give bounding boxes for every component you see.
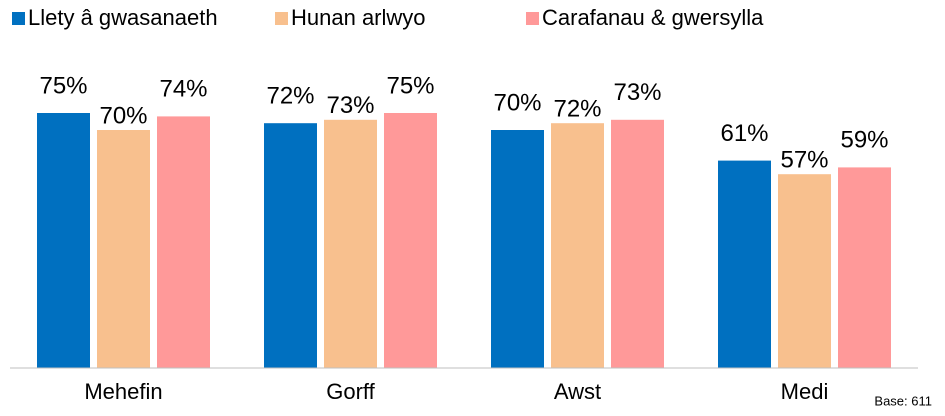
value-label: 61% xyxy=(720,120,768,147)
value-label: 75% xyxy=(39,72,87,99)
bar xyxy=(838,167,891,368)
base-note: Base: 611 xyxy=(874,393,932,408)
legend-label: Hunan arlwyo xyxy=(291,5,426,30)
value-label: 72% xyxy=(266,83,314,110)
value-label: 73% xyxy=(326,92,374,119)
value-label: 72% xyxy=(553,96,601,123)
legend-label: Llety â gwasanaeth xyxy=(28,5,218,30)
x-tick-label: Mehefin xyxy=(84,379,162,404)
bar xyxy=(491,130,544,368)
bar xyxy=(97,130,150,368)
bar xyxy=(264,123,317,368)
value-label: 73% xyxy=(613,79,661,106)
bar xyxy=(157,116,210,369)
value-label: 59% xyxy=(840,127,888,154)
value-label: 57% xyxy=(780,147,828,174)
x-tick-label: Medi xyxy=(781,379,829,404)
value-label: 70% xyxy=(99,102,147,129)
x-tick-label: Gorff xyxy=(326,379,375,404)
value-label: 70% xyxy=(493,89,541,116)
bar xyxy=(551,123,604,368)
legend-swatch xyxy=(526,12,539,25)
bar xyxy=(324,119,377,368)
bar xyxy=(718,160,771,368)
bar xyxy=(611,119,664,368)
bar xyxy=(778,174,831,368)
legend-label: Carafanau & gwersylla xyxy=(542,5,764,30)
value-label: 75% xyxy=(386,72,434,99)
legend-swatch xyxy=(275,12,288,25)
x-tick-label: Awst xyxy=(554,379,601,404)
bar xyxy=(37,113,90,368)
value-label: 74% xyxy=(159,76,207,103)
legend-swatch xyxy=(12,12,25,25)
bar xyxy=(384,113,437,368)
